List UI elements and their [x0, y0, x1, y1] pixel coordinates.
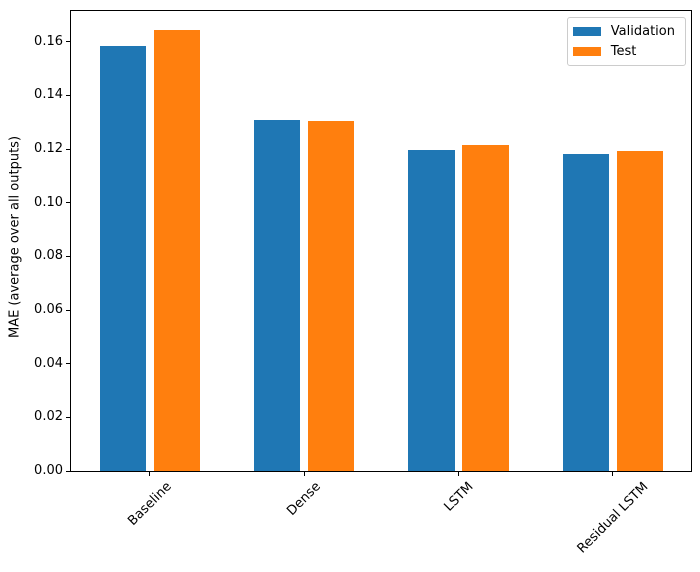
x-tick-label-residual-lstm: Residual LSTM: [574, 479, 652, 557]
x-tick-mark: [612, 472, 614, 476]
legend-item-validation: Validation: [572, 22, 675, 40]
y-tick-label: 0.02: [34, 409, 63, 425]
x-tick-mark: [303, 472, 305, 476]
legend: Validation Test: [566, 17, 686, 66]
y-tick-mark: [66, 148, 70, 150]
legend-label: Test: [610, 43, 637, 59]
y-tick-mark: [66, 416, 70, 418]
x-tick-label-dense: Dense: [284, 479, 325, 519]
bar-test-residual-lstm: [616, 151, 663, 471]
y-tick-mark: [66, 363, 70, 365]
y-tick-label: 0.10: [34, 194, 63, 210]
y-tick-mark: [66, 470, 70, 472]
y-tick-mark: [66, 255, 70, 257]
bar-test-dense: [308, 120, 355, 471]
y-tick-label: 0.06: [34, 302, 63, 318]
y-tick-mark: [66, 94, 70, 96]
y-tick-mark: [66, 202, 70, 204]
y-tick-label: 0.00: [34, 463, 63, 478]
y-tick-label: 0.14: [34, 87, 63, 103]
bar-validation-baseline: [99, 45, 147, 471]
x-tick-mark: [458, 472, 460, 476]
x-tick-mark: [149, 472, 151, 476]
y-tick-label: 0.16: [34, 33, 63, 49]
y-tick-label: 0.04: [34, 355, 63, 371]
y-tick-mark: [66, 309, 70, 311]
legend-label: Validation: [610, 23, 675, 39]
bar-validation-lstm: [408, 149, 455, 471]
y-tick-label: 0.12: [34, 141, 63, 157]
bar-validation-dense: [254, 120, 301, 471]
y-tick-label: 0.08: [34, 248, 63, 264]
bar-test-lstm: [462, 144, 509, 471]
plot-area: Validation Test: [70, 10, 692, 472]
legend-item-test: Test: [572, 42, 675, 60]
x-tick-label-lstm: LSTM: [440, 479, 477, 515]
x-tick-label-baseline: Baseline: [125, 479, 175, 529]
bar-validation-residual-lstm: [562, 154, 609, 471]
bar-test-baseline: [153, 29, 201, 471]
legend-swatch-icon: [572, 46, 601, 56]
legend-swatch-icon: [572, 26, 601, 36]
y-tick-mark: [66, 41, 70, 43]
